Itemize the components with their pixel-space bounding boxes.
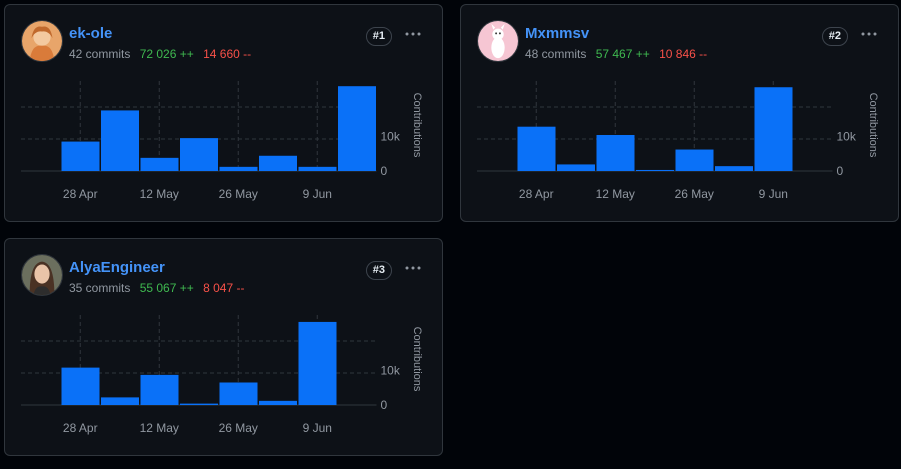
chart-bar [61, 367, 100, 405]
y-axis-label: Contributions [411, 93, 423, 158]
y-tick-label: 10k [381, 363, 401, 377]
more-options-button[interactable] [856, 23, 882, 45]
contributor-stats: 35 commits 55 067 ++ 8 047 -- [69, 281, 250, 295]
x-tick-label: 28 Apr [63, 421, 98, 435]
contributor-name-link[interactable]: AlyaEngineer [69, 259, 165, 276]
x-tick-label: 12 May [140, 421, 179, 435]
chart-bar [517, 126, 556, 171]
chart-bar [180, 403, 218, 405]
contributor-card: Mxmmsv 48 commits 57 467 ++ 10 846 -- #2… [460, 4, 899, 222]
more-options-button[interactable] [400, 257, 426, 279]
kebab-horizontal-icon [405, 266, 421, 270]
rank-badge: #2 [821, 27, 848, 46]
chart-bar [636, 169, 674, 171]
contributions-chart: 28 Apr 12 May 26 May 9 Jun 0 10k Contributions [21, 315, 423, 435]
additions-count: 55 067 ++ [139, 281, 194, 295]
chart-bar [219, 382, 258, 405]
avatar-cartoon-icon [478, 21, 518, 61]
avatar[interactable] [21, 254, 63, 296]
chart-bar [754, 87, 793, 171]
kebab-horizontal-icon [861, 32, 877, 36]
y-tick-label: 10k [381, 129, 401, 143]
contributor-name-link[interactable]: Mxmmsv [525, 25, 590, 42]
contributor-stats: 48 commits 57 467 ++ 10 846 -- [525, 47, 713, 61]
y-axis-label: Contributions [411, 327, 423, 392]
y-axis-label: Contributions [867, 93, 879, 158]
deletions-count: 14 660 -- [203, 47, 252, 61]
y-tick-label: 0 [381, 398, 388, 412]
chart-bar [298, 321, 337, 405]
y-tick-label: 10k [837, 129, 857, 143]
chart-bar [219, 166, 258, 171]
contributions-chart: 28 Apr 12 May 26 May 9 Jun 0 10k Contributions [21, 81, 423, 201]
avatar-photo-icon [22, 255, 62, 295]
chart-bar [596, 135, 635, 171]
avatar[interactable] [477, 20, 519, 62]
x-tick-label: 9 Jun [303, 421, 332, 435]
x-tick-label: 28 Apr [63, 187, 98, 201]
y-tick-label: 0 [381, 164, 388, 178]
contributor-name-link[interactable]: ek-ole [69, 25, 113, 42]
commit-count[interactable]: 35 commits [69, 281, 131, 295]
contributor-card: AlyaEngineer 35 commits 55 067 ++ 8 047 … [4, 238, 443, 456]
chart-bar [61, 141, 100, 171]
rank-badge: #3 [365, 261, 392, 280]
rank-badge: #1 [365, 27, 392, 46]
x-tick-label: 26 May [219, 421, 258, 435]
x-tick-label: 12 May [140, 187, 179, 201]
x-tick-label: 26 May [219, 187, 258, 201]
contributor-card: ek-ole 42 commits 72 026 ++ 14 660 -- #1… [4, 4, 443, 222]
commit-count[interactable]: 42 commits [69, 47, 131, 61]
more-options-button[interactable] [400, 23, 426, 45]
deletions-count: 8 047 -- [203, 281, 245, 295]
chart-bar [140, 157, 179, 171]
chart-bar [338, 86, 376, 171]
chart-bar [557, 164, 595, 171]
additions-count: 57 467 ++ [595, 47, 650, 61]
x-tick-label: 12 May [596, 187, 635, 201]
chart-bar [715, 166, 753, 171]
chart-bar [101, 397, 139, 405]
additions-count: 72 026 ++ [139, 47, 194, 61]
avatar[interactable] [21, 20, 63, 62]
avatar-photo-icon [22, 21, 62, 61]
x-tick-label: 9 Jun [759, 187, 788, 201]
contributions-chart: 28 Apr 12 May 26 May 9 Jun 0 10k Contributions [477, 81, 879, 201]
y-tick-label: 0 [837, 164, 844, 178]
chart-bar [675, 149, 714, 171]
deletions-count: 10 846 -- [659, 47, 708, 61]
contributor-stats: 42 commits 72 026 ++ 14 660 -- [69, 47, 257, 61]
chart-bar [180, 138, 218, 171]
chart-bar [101, 110, 139, 171]
chart-bar [140, 374, 179, 405]
chart-bar [298, 166, 337, 171]
x-tick-label: 28 Apr [519, 187, 554, 201]
x-tick-label: 9 Jun [303, 187, 332, 201]
chart-bar [259, 400, 297, 405]
x-tick-label: 26 May [675, 187, 714, 201]
kebab-horizontal-icon [405, 32, 421, 36]
commit-count[interactable]: 48 commits [525, 47, 587, 61]
chart-bar [259, 155, 297, 171]
